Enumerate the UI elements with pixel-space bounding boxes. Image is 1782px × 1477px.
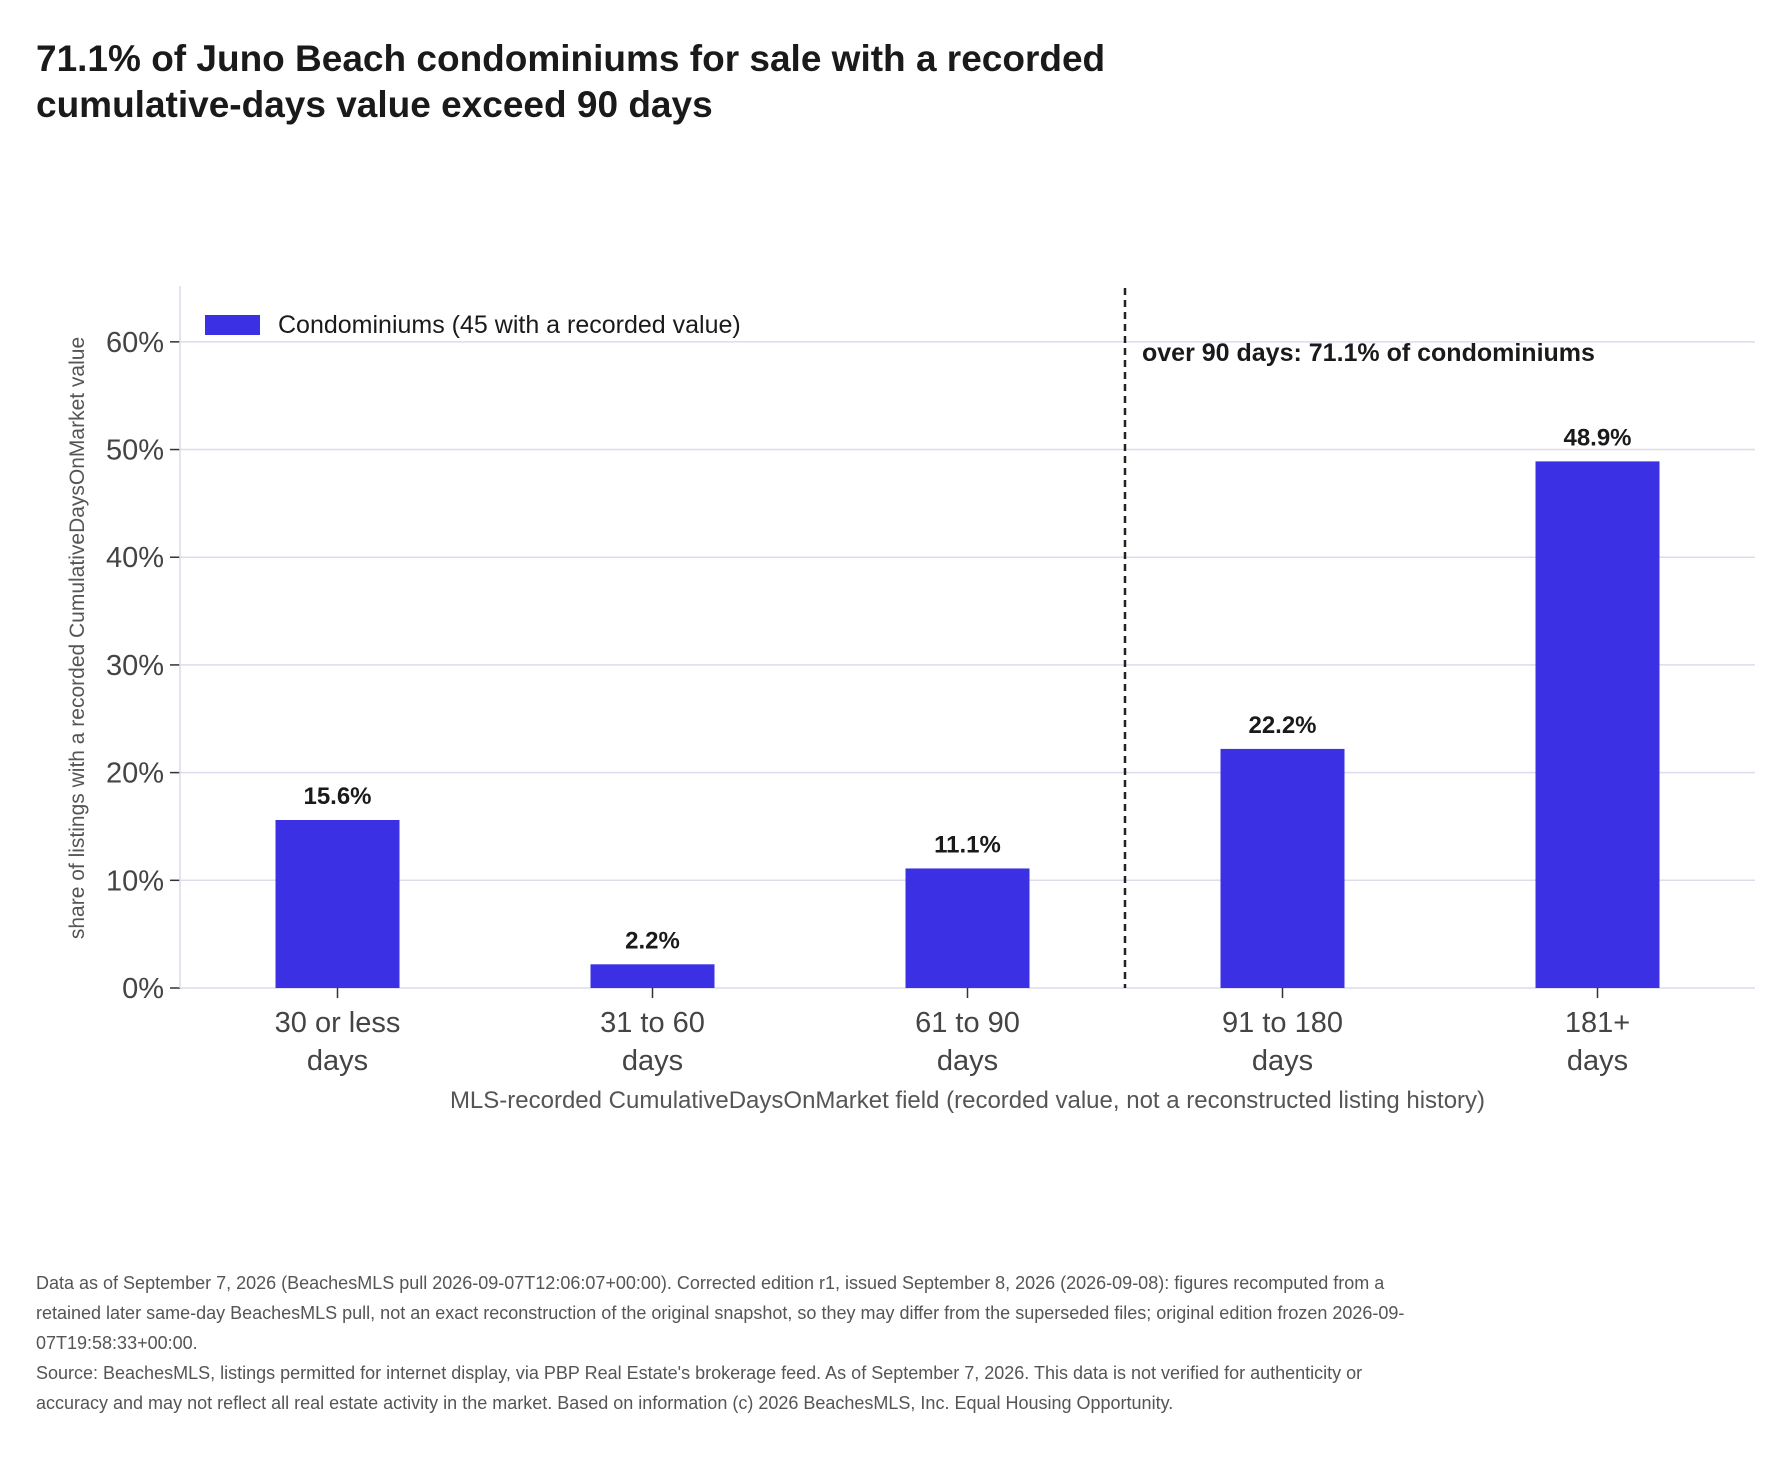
data-note: Data as of September 7, 2026 (BeachesMLS… xyxy=(36,1273,1405,1353)
axes: 0% 10% 20% 30% 40% 50% 60% share of listings wi… xyxy=(66,286,1630,1114)
x-tick-label: 61 to 90 xyxy=(915,1007,1020,1039)
bar xyxy=(590,964,715,988)
y-tick-label: 40% xyxy=(106,542,164,574)
data-label: 15.6% xyxy=(303,783,371,810)
y-tick-label: 50% xyxy=(106,435,164,467)
data-label: 48.9% xyxy=(1563,424,1631,451)
y-tick-label: 0% xyxy=(122,973,164,1005)
legend: Condominiums (45 with a recorded value) xyxy=(205,311,741,339)
x-tick-label: days xyxy=(937,1045,998,1077)
x-tick-label: days xyxy=(307,1045,368,1077)
bar xyxy=(1535,461,1660,988)
source-note: Source: BeachesMLS, listings permitted f… xyxy=(36,1363,1363,1413)
legend-swatch xyxy=(205,315,260,335)
y-tick-label: 60% xyxy=(106,327,164,359)
threshold-annotation: over 90 days: 71.1% of condominiums xyxy=(1142,339,1595,367)
legend-label: Condominiums (45 with a recorded value) xyxy=(278,311,741,339)
x-tick-label: days xyxy=(1252,1045,1313,1077)
x-tick-label: days xyxy=(1567,1045,1628,1077)
annotation: over 90 days: 71.1% of condominiums xyxy=(1123,288,1595,988)
bar xyxy=(275,820,400,988)
y-tick-label: 10% xyxy=(106,865,164,897)
x-tick-label: 30 or less xyxy=(275,1007,401,1039)
data-label: 2.2% xyxy=(625,927,680,954)
grid xyxy=(180,341,1755,989)
bars xyxy=(275,461,1660,988)
bar xyxy=(905,868,1030,988)
bar xyxy=(1220,748,1345,988)
x-tick-label: 31 to 60 xyxy=(600,1007,705,1039)
x-tick-label: 91 to 180 xyxy=(1222,1007,1343,1039)
x-tick-label: 181+ xyxy=(1565,1007,1630,1039)
data-label: 11.1% xyxy=(934,831,1001,858)
y-axis-title: share of listings with a recorded Cumula… xyxy=(66,337,89,939)
data-labels: 15.6% 2.2% 11.1% 22.2% 48.9% xyxy=(303,424,1631,954)
y-tick-label: 20% xyxy=(106,758,164,790)
footnotes: Data as of September 7, 2026 (BeachesMLS… xyxy=(36,1268,1416,1418)
chart: 0% 10% 20% 30% 40% 50% 60% share of listings wi… xyxy=(66,286,1755,1114)
y-tick-label: 30% xyxy=(106,650,164,682)
x-axis-title: MLS-recorded CumulativeDaysOnMarket fiel… xyxy=(450,1087,1485,1114)
x-tick-label: days xyxy=(622,1045,683,1077)
chart-title: 71.1% of Juno Beach condominiums for sal… xyxy=(36,38,1106,125)
data-label: 22.2% xyxy=(1248,712,1316,739)
